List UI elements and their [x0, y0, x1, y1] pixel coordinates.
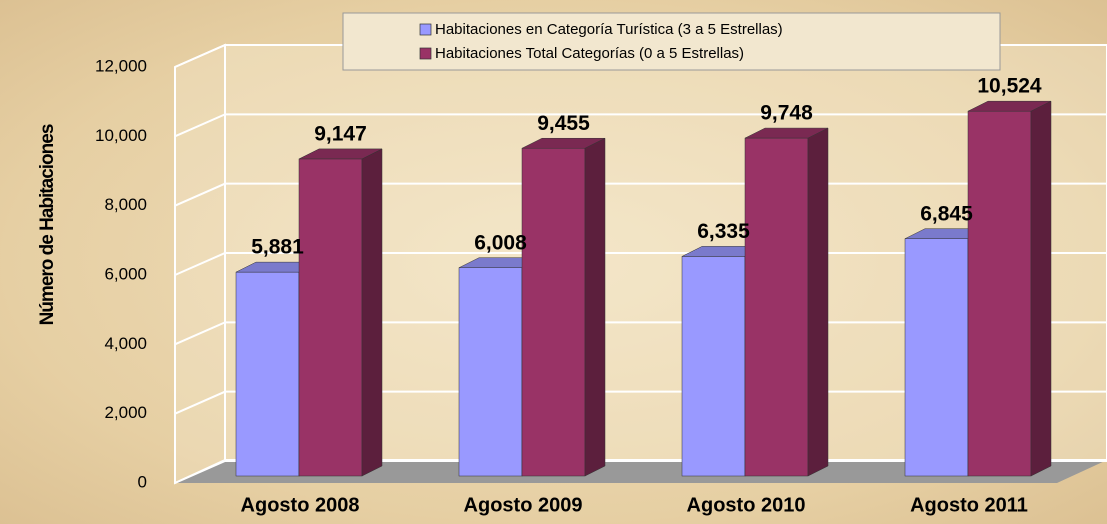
bar-front: [521, 147, 586, 477]
bar-front: [681, 256, 746, 477]
x-tick-label: Agosto 2009: [464, 494, 583, 516]
legend-label: Habitaciones Total Categorías (0 a 5 Est…: [435, 45, 744, 62]
value-label: 10,524: [977, 75, 1042, 98]
floor: [175, 460, 1107, 483]
y-axis-title: Número de Habitaciones: [37, 124, 58, 325]
bar: [744, 127, 829, 477]
bar: [521, 137, 606, 477]
legend-label: Habitaciones en Categoría Turística (3 a…: [435, 21, 783, 38]
bar-front: [458, 267, 523, 477]
y-tick-label: 10,000: [95, 126, 147, 145]
bar-front: [744, 137, 809, 477]
y-tick-label: 2,000: [104, 403, 147, 422]
bar: [967, 100, 1052, 477]
value-label: 5,881: [251, 236, 304, 259]
value-label: 6,008: [474, 231, 527, 254]
bar: [298, 148, 383, 477]
value-label: 6,845: [920, 202, 973, 225]
bar-front: [967, 110, 1032, 477]
value-label: 9,147: [314, 122, 367, 145]
x-tick-label: Agosto 2008: [241, 494, 360, 516]
grid-line: [174, 113, 1107, 138]
legend-swatch: [419, 23, 432, 36]
y-tick-label: 4,000: [104, 334, 147, 353]
value-label: 6,335: [697, 220, 750, 243]
bar-top: [967, 100, 1052, 112]
y-tick-label: 0: [138, 472, 147, 491]
bar-front: [904, 238, 969, 477]
bar-side: [584, 137, 606, 477]
bar-top: [744, 127, 829, 139]
bar-front: [298, 158, 363, 477]
y-tick-label: 12,000: [95, 56, 147, 75]
bar-top: [521, 137, 606, 149]
y-tick-label: 6,000: [104, 264, 147, 283]
x-tick-label: Agosto 2011: [910, 494, 1028, 516]
legend: [342, 12, 1001, 71]
value-label: 9,748: [760, 102, 813, 125]
value-label: 9,455: [537, 112, 590, 135]
bar-side: [1030, 100, 1052, 477]
bar-side: [807, 127, 829, 477]
bar-front: [235, 271, 300, 477]
y-tick-label: 8,000: [104, 195, 147, 214]
x-tick-label: Agosto 2010: [687, 494, 806, 516]
bar-top: [298, 148, 383, 160]
legend-swatch: [419, 47, 432, 60]
bar-side: [361, 148, 383, 477]
